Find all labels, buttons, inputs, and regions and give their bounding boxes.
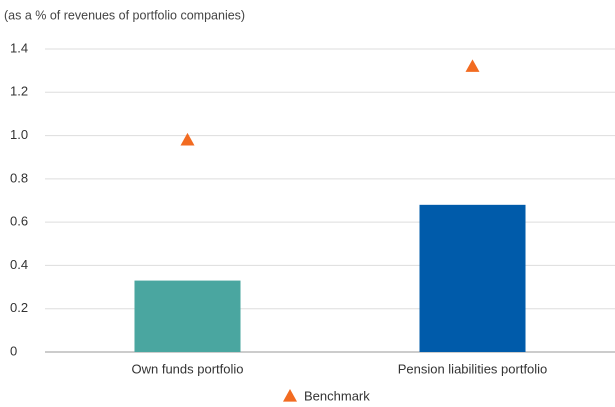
y-tick-label: 0.8 [10,170,28,185]
benchmark-marker [465,59,480,72]
x-tick-label: Pension liabilities portfolio [398,361,548,376]
y-tick-label: 1.4 [10,40,28,55]
benchmark-marker [180,132,195,146]
chart-subtitle: (as a % of revenues of portfolio compani… [4,8,245,22]
y-tick-label: 0.4 [10,257,28,272]
y-tick-label: 0.6 [10,214,28,229]
y-tick-label: 0 [10,343,17,358]
y-tick-label: 1.2 [10,84,28,99]
y-tick-label: 1.0 [10,127,28,142]
legend-marker [283,389,297,402]
legend-label: Benchmark [304,388,370,403]
x-tick-label: Own funds portfolio [131,361,243,376]
bar [134,280,241,352]
y-tick-label: 0.2 [10,300,28,315]
bar [419,204,526,352]
